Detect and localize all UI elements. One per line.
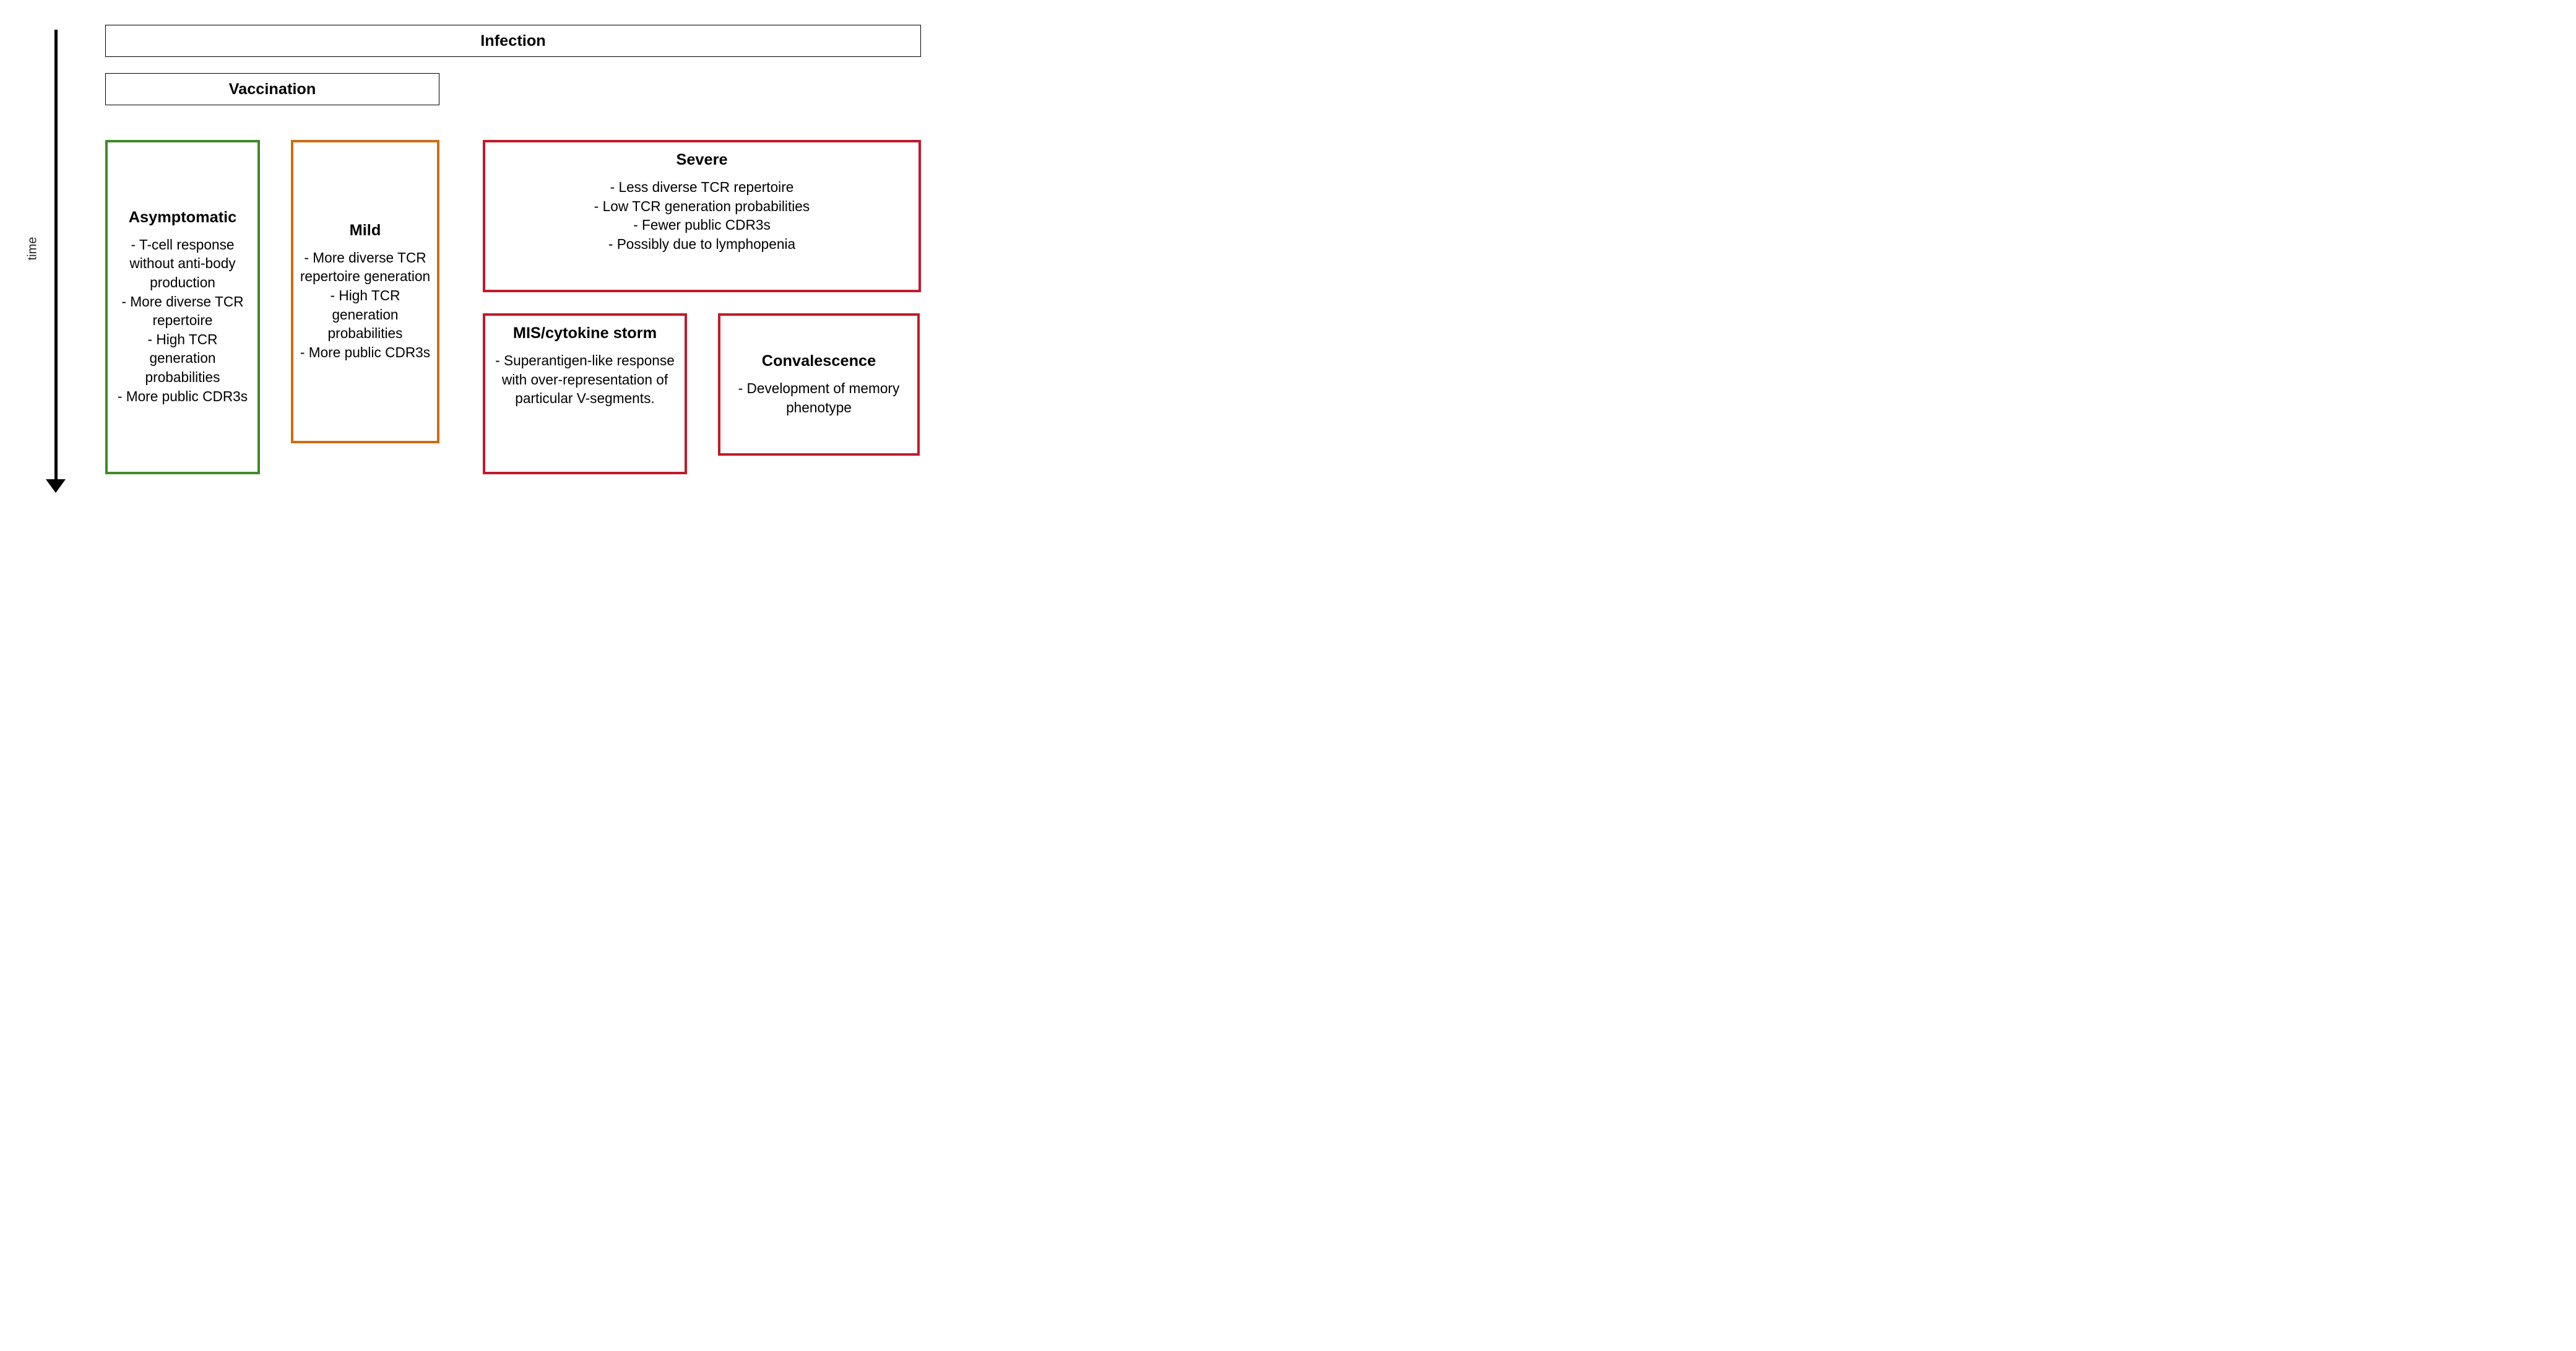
severe-title: Severe bbox=[676, 151, 727, 169]
vaccination-header: Vaccination bbox=[105, 73, 439, 105]
convalescence-box: Convalescence - Development of memory ph… bbox=[718, 313, 920, 456]
bullet: - Low TCR generation probabilities bbox=[594, 197, 810, 216]
time-axis-shaft bbox=[54, 30, 58, 480]
mis-bullets: - Superantigen-like response with over-r… bbox=[491, 351, 678, 408]
convalescence-title: Convalescence bbox=[762, 352, 876, 370]
bullet: - Development of memory phenotype bbox=[727, 379, 911, 417]
mis-title: MIS/cytokine storm bbox=[513, 324, 657, 342]
bullet: - High TCR generation probabilities bbox=[300, 286, 431, 343]
bullet: - Superantigen-like response with over-r… bbox=[491, 351, 678, 408]
asymptomatic-box: Asymptomatic - T-cell response without a… bbox=[105, 140, 260, 474]
bullet: - More diverse TCR repertoire generation bbox=[300, 248, 431, 286]
bullet: - Less diverse TCR repertoire bbox=[594, 178, 810, 197]
bullet: - High TCR generation probabilities bbox=[114, 330, 251, 387]
vaccination-title: Vaccination bbox=[229, 80, 316, 98]
bullet: - More public CDR3s bbox=[300, 343, 431, 362]
asymptomatic-title: Asymptomatic bbox=[129, 209, 237, 227]
infection-title: Infection bbox=[480, 32, 546, 50]
bullet: - More public CDR3s bbox=[114, 387, 251, 406]
bullet: - Fewer public CDR3s bbox=[594, 215, 810, 235]
time-axis-arrowhead bbox=[46, 479, 66, 493]
bullet: - Possibly due to lymphopenia bbox=[594, 235, 810, 254]
severe-box: Severe - Less diverse TCR repertoire - L… bbox=[483, 140, 921, 292]
mild-box: Mild - More diverse TCR repertoire gener… bbox=[291, 140, 439, 443]
asymptomatic-bullets: - T-cell response without anti-body prod… bbox=[114, 235, 251, 406]
mild-title: Mild bbox=[350, 222, 381, 240]
bullet: - T-cell response without anti-body prod… bbox=[114, 235, 251, 292]
infection-header: Infection bbox=[105, 25, 921, 57]
mild-bullets: - More diverse TCR repertoire generation… bbox=[300, 248, 431, 362]
severe-bullets: - Less diverse TCR repertoire - Low TCR … bbox=[594, 178, 810, 253]
time-axis-label: time bbox=[25, 237, 40, 261]
mis-box: MIS/cytokine storm - Superantigen-like r… bbox=[483, 313, 687, 474]
convalescence-bullets: - Development of memory phenotype bbox=[727, 379, 911, 417]
tcr-repertoire-diagram: time Infection Vaccination Asymptomatic … bbox=[25, 25, 928, 495]
bullet: - More diverse TCR repertoire bbox=[114, 292, 251, 330]
